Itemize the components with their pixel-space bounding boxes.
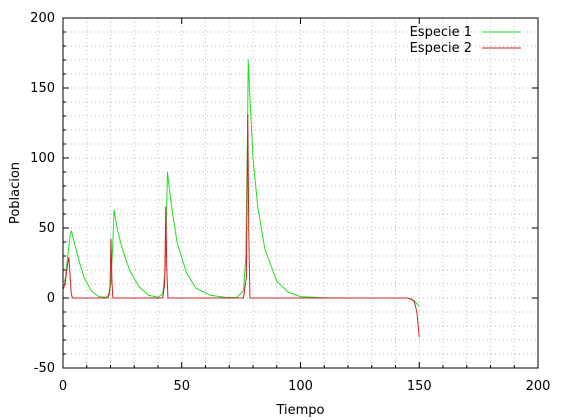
y-tick-label: 50: [38, 221, 55, 236]
y-tick-label: -50: [34, 361, 55, 376]
legend-label: Especie 1: [410, 25, 472, 40]
x-tick-label: 150: [407, 379, 432, 394]
axis-ticks: 0 50 100 150 200 -50 0 50 100 150 200: [30, 11, 550, 394]
y-axis-title: Poblacion: [8, 162, 23, 224]
x-tick-label: 0: [59, 379, 67, 394]
series-line-1: [62, 59, 420, 307]
y-tick-label: 0: [47, 291, 55, 306]
y-tick-label: 100: [30, 151, 55, 166]
y-tick-label: 200: [30, 11, 55, 26]
x-axis-title: Tiempo: [275, 403, 324, 418]
grid-lines: [63, 18, 538, 368]
x-tick-label: 200: [526, 379, 551, 394]
series-line-2: [62, 114, 420, 338]
legend-label: Especie 2: [410, 41, 472, 56]
x-tick-label: 100: [288, 379, 313, 394]
x-tick-label: 50: [173, 379, 190, 394]
y-tick-label: 150: [30, 81, 55, 96]
series-lines: [62, 59, 420, 338]
